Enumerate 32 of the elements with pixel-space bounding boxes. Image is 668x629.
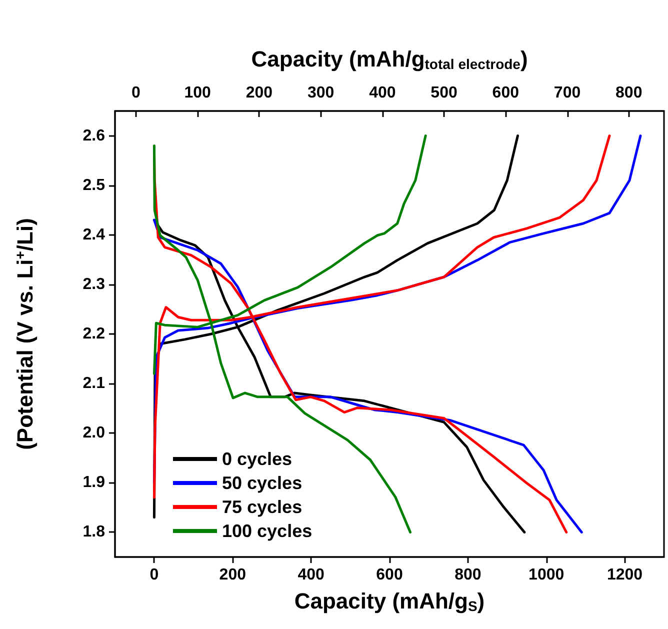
x2-tick-label: 400 — [369, 84, 396, 102]
x-tick-label: 400 — [298, 566, 325, 584]
x2-axis-title: Capacity (mAh/gtotal electrode) — [251, 46, 528, 72]
y-tick-label: 2.6 — [82, 127, 106, 144]
y-tick-label: 2.0 — [82, 424, 106, 442]
y-tick-label: 2.5 — [82, 176, 106, 194]
legend-label: 100 cycles — [222, 521, 312, 541]
x2-tick-label: 0 — [131, 84, 140, 102]
y-tick-label: 2.1 — [82, 375, 106, 392]
x-tick-label: 0 — [150, 566, 159, 584]
x-tick-label: 200 — [219, 566, 246, 584]
x2-tick-label: 100 — [184, 84, 212, 102]
y-tick-label: 2.4 — [82, 226, 106, 244]
x-tick-label: 1000 — [528, 566, 564, 584]
x2-tick-label: 700 — [554, 84, 581, 102]
y-axis-title: (Potential (V vs. Li+/Li) — [12, 218, 38, 450]
x2-tick-label: 500 — [430, 84, 458, 102]
legend-label: 75 cycles — [222, 497, 302, 517]
x-tick-label: 1200 — [606, 566, 643, 584]
x2-tick-label: 600 — [492, 84, 520, 102]
legend-label: 0 cycles — [222, 449, 292, 469]
y-tick-label: 2.3 — [82, 276, 106, 293]
x-tick-label: 600 — [376, 566, 403, 584]
x2-tick-label: 800 — [616, 84, 642, 102]
y-tick-label: 1.9 — [82, 474, 106, 492]
x-axis-title: Capacity (mAh/gS) — [294, 588, 485, 614]
x2-tick-label: 300 — [307, 84, 334, 102]
y-tick-label: 1.8 — [82, 524, 106, 541]
x2-tick-label: 200 — [246, 84, 273, 102]
legend-label: 50 cycles — [222, 473, 302, 493]
x-tick-label: 800 — [454, 566, 482, 584]
y-tick-label: 2.2 — [82, 326, 106, 342]
